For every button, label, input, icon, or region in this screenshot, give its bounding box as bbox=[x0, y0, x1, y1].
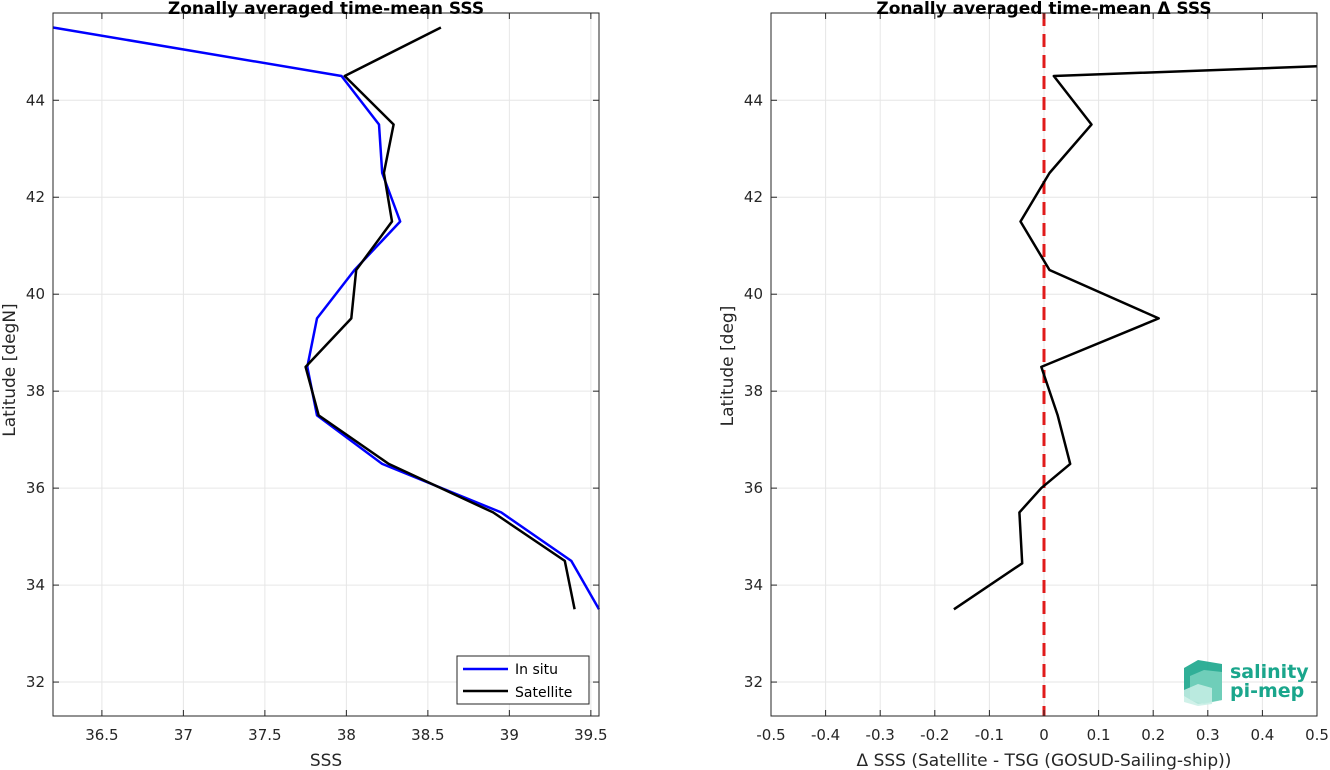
delta-x-tick-label: 0.1 bbox=[1087, 726, 1111, 744]
logo-text-salinity: salinity bbox=[1230, 661, 1309, 683]
delta-x-axis-label: Δ SSS (Satellite - TSG (GOSUD-Sailing-sh… bbox=[857, 751, 1232, 770]
delta-x-tick-label: -0.3 bbox=[866, 726, 895, 744]
sss-series-in-situ bbox=[52, 26, 601, 610]
delta-chart-title: Zonally averaged time-mean Δ SSS bbox=[876, 0, 1211, 19]
delta-y-tick-label: 44 bbox=[744, 91, 763, 109]
delta-series bbox=[953, 13, 1318, 716]
sss-x-tick-label: 39.5 bbox=[574, 726, 607, 744]
delta-x-tick-label: -0.1 bbox=[975, 726, 1004, 744]
sss-panel: 36.5 37 37.5 38 38.5 39 39.5 32 34 36 38 40 42 44 Zon… bbox=[0, 0, 608, 770]
delta-y-tick-label: 34 bbox=[744, 576, 763, 594]
delta-series-line bbox=[953, 65, 1318, 611]
sss-grid bbox=[53, 13, 599, 716]
sss-chart-title: Zonally averaged time-mean SSS bbox=[168, 0, 484, 19]
sss-y-tick-label: 38 bbox=[26, 382, 45, 400]
salinity-pimep-logo: salinity pi-mep bbox=[1184, 660, 1309, 706]
sss-y-tick-label: 32 bbox=[26, 673, 45, 691]
delta-x-tick-label: -0.5 bbox=[756, 726, 785, 744]
sss-y-tick-label: 42 bbox=[26, 188, 45, 206]
sss-legend: In situ Satellite bbox=[456, 655, 590, 705]
delta-x-tick-label: 0 bbox=[1039, 726, 1049, 744]
sss-plot-frame bbox=[52, 12, 600, 717]
delta-x-tick-label: 0.5 bbox=[1305, 726, 1329, 744]
legend-label-satellite: Satellite bbox=[515, 685, 572, 701]
sss-y-tick-label: 36 bbox=[26, 479, 45, 497]
delta-sss-panel: -0.5 -0.4 -0.3 -0.2 -0.1 0 0.1 0.2 0.3 0.4 0.5 32 34… bbox=[718, 0, 1329, 770]
delta-y-axis-label: Latitude [deg] bbox=[718, 306, 738, 427]
legend-label-in-situ: In situ bbox=[515, 662, 558, 678]
sss-y-tick-label: 34 bbox=[26, 576, 45, 594]
delta-ticks: -0.5 -0.4 -0.3 -0.2 -0.1 0 0.1 0.2 0.3 0.4 0.5 32 34… bbox=[744, 13, 1329, 744]
sss-x-tick-label: 38.5 bbox=[411, 726, 444, 744]
sss-ticks: 36.5 37 37.5 38 38.5 39 39.5 32 34 36 38 40 42 44 bbox=[26, 13, 608, 744]
sss-x-axis-label: SSS bbox=[310, 751, 342, 770]
sss-y-tick-label: 40 bbox=[26, 285, 45, 303]
delta-x-tick-label: -0.2 bbox=[920, 726, 949, 744]
sss-x-tick-label: 39 bbox=[500, 726, 519, 744]
sss-series bbox=[52, 26, 601, 610]
sss-x-tick-label: 37.5 bbox=[248, 726, 281, 744]
delta-x-tick-label: 0.3 bbox=[1196, 726, 1220, 744]
sss-series-satellite bbox=[304, 26, 576, 610]
sss-x-tick-label: 36.5 bbox=[85, 726, 118, 744]
delta-y-tick-label: 32 bbox=[744, 673, 763, 691]
legend-box bbox=[456, 655, 590, 705]
delta-y-tick-label: 42 bbox=[744, 188, 763, 206]
delta-y-tick-label: 40 bbox=[744, 285, 763, 303]
logo-text-pimep: pi-mep bbox=[1230, 680, 1304, 702]
delta-x-tick-label: 0.4 bbox=[1250, 726, 1274, 744]
delta-x-tick-label: -0.4 bbox=[811, 726, 840, 744]
sss-x-tick-label: 38 bbox=[337, 726, 356, 744]
delta-x-tick-label: 0.2 bbox=[1141, 726, 1165, 744]
sss-y-tick-label: 44 bbox=[26, 91, 45, 109]
sss-y-axis-label: Latitude [degN] bbox=[0, 303, 20, 436]
sss-x-tick-label: 37 bbox=[174, 726, 193, 744]
logo-wave-shape-pale bbox=[1184, 684, 1212, 706]
delta-y-tick-label: 38 bbox=[744, 382, 763, 400]
delta-y-tick-label: 36 bbox=[744, 479, 763, 497]
